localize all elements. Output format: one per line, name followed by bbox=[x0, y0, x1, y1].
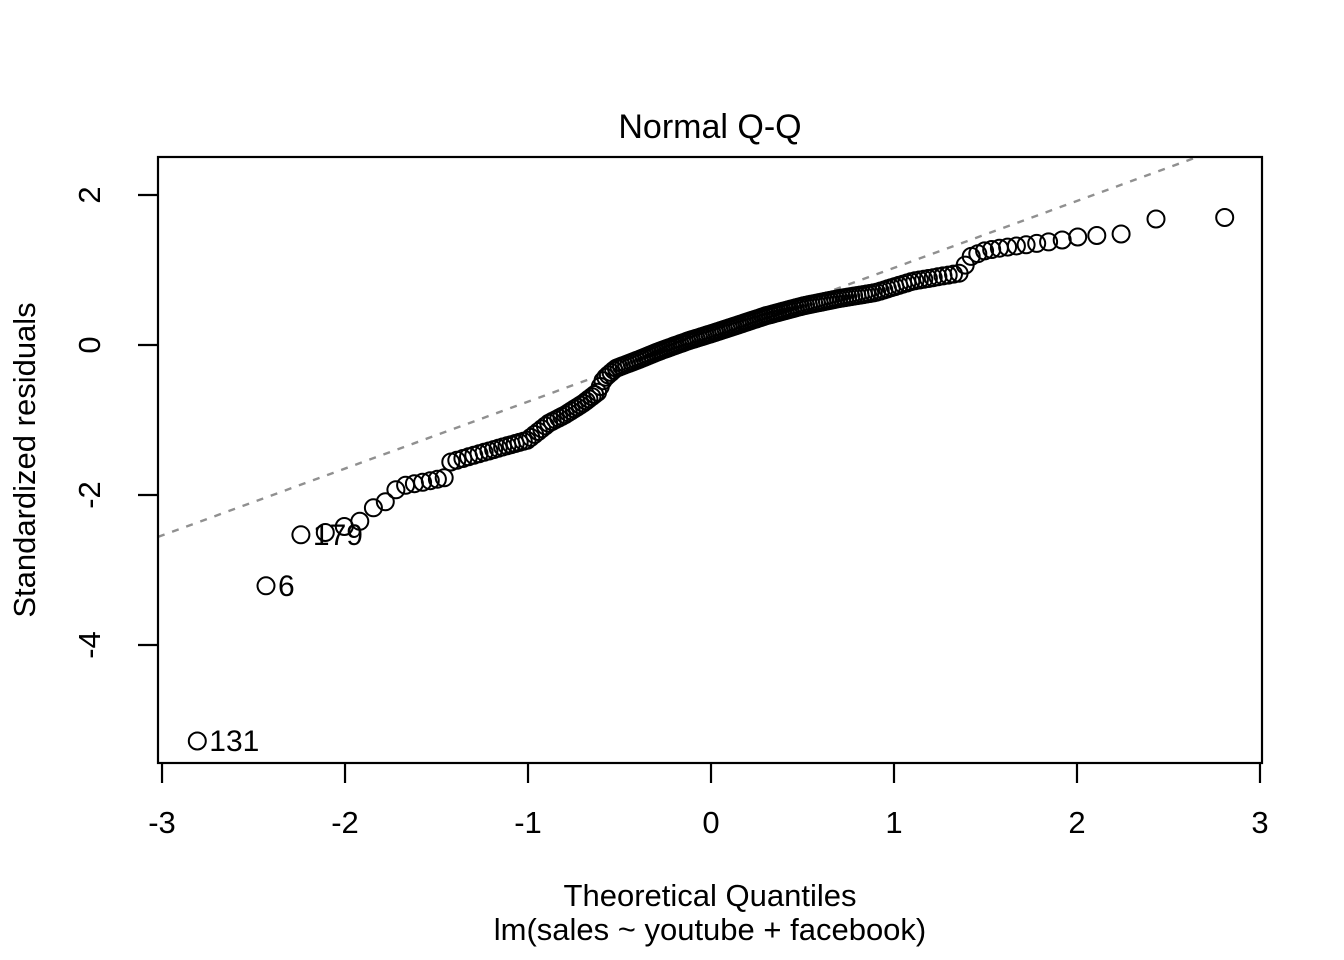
x-tick-label: -1 bbox=[514, 805, 542, 840]
qq-point bbox=[998, 237, 1018, 257]
outlier-label: 131 bbox=[209, 725, 259, 758]
x-tick-label: -3 bbox=[148, 805, 176, 840]
outlier-label: 179 bbox=[313, 519, 363, 552]
outlier-labels: 131 6 179 bbox=[209, 519, 363, 758]
qq-point bbox=[1039, 232, 1059, 252]
qq-point bbox=[975, 241, 995, 261]
x-tick-label: 0 bbox=[702, 805, 719, 840]
reference-line bbox=[157, 155, 1198, 539]
y-tick-label: -4 bbox=[72, 631, 107, 659]
plot-box bbox=[156, 155, 1264, 765]
chart-title: Normal Q-Q bbox=[618, 108, 801, 146]
qq-point bbox=[1068, 227, 1088, 247]
x-axis-title: Theoretical Quantiles bbox=[564, 878, 857, 913]
qq-points bbox=[187, 208, 1235, 751]
qq-point bbox=[291, 525, 311, 545]
y-tick-label: 0 bbox=[72, 336, 107, 353]
qq-point bbox=[427, 469, 447, 489]
qq-point bbox=[1027, 233, 1047, 253]
qq-point bbox=[1111, 224, 1131, 244]
y-tick-label: -2 bbox=[72, 481, 107, 509]
outlier-label: 6 bbox=[278, 570, 295, 603]
qq-point bbox=[1146, 209, 1166, 229]
qq-point bbox=[315, 523, 335, 542]
x-tick-label: 3 bbox=[1251, 805, 1268, 840]
qq-point bbox=[1016, 235, 1036, 255]
x-axis: -3 -2 -1 0 1 2 3 bbox=[148, 763, 1269, 840]
qq-point bbox=[350, 511, 370, 531]
qq-point bbox=[375, 492, 395, 512]
x-tick-label: 1 bbox=[885, 805, 902, 840]
qq-point bbox=[434, 468, 454, 488]
y-tick-label: 2 bbox=[72, 186, 107, 203]
qq-point bbox=[1215, 208, 1235, 227]
qq-point bbox=[256, 576, 276, 596]
qq-point bbox=[420, 471, 440, 491]
qq-point bbox=[187, 731, 207, 751]
x-axis-sublabel: lm(sales ~ youtube + facebook) bbox=[494, 912, 927, 947]
qq-point bbox=[413, 472, 433, 492]
y-axis-title: Standardized residuals bbox=[7, 302, 42, 617]
qq-point bbox=[1006, 236, 1026, 256]
y-axis: 2 0 -2 -4 bbox=[72, 186, 158, 659]
qq-reference-line bbox=[157, 155, 1198, 539]
qq-point bbox=[363, 498, 383, 518]
qq-point bbox=[386, 480, 406, 500]
x-tick-label: 2 bbox=[1068, 805, 1085, 840]
x-tick-label: -2 bbox=[331, 805, 359, 840]
qq-point bbox=[1087, 226, 1107, 245]
